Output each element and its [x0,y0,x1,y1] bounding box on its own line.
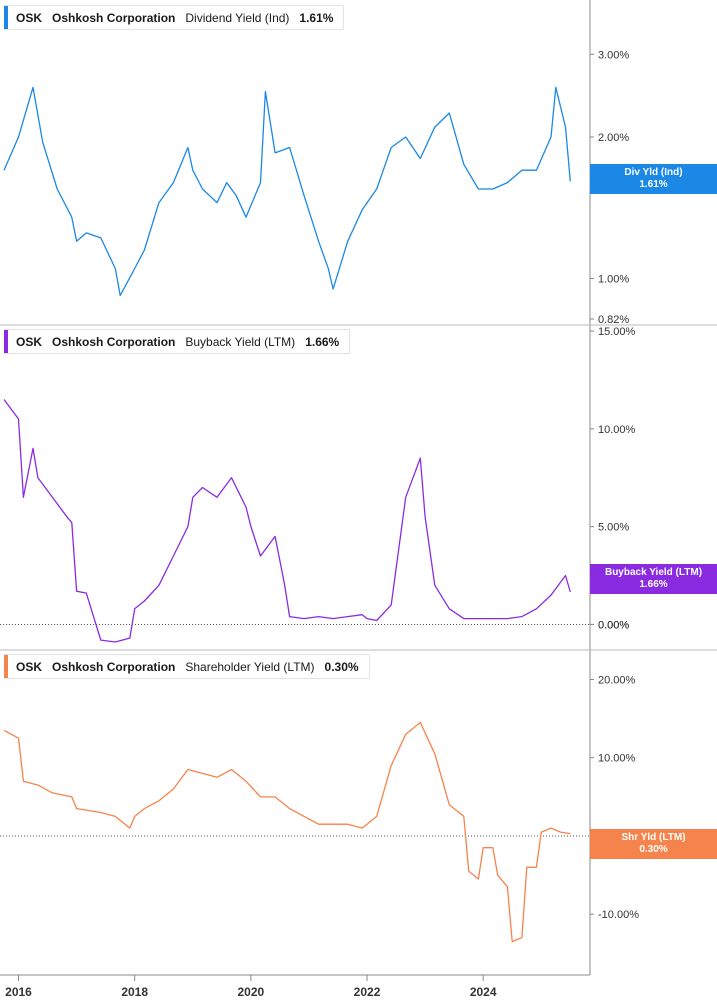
legend-value: 1.66% [305,334,340,349]
buyback-yield-badge: Buyback Yield (LTM) 1.66% [590,564,717,594]
buyback-yield-color-bar [4,330,8,353]
x-tick-label: 2022 [354,985,381,999]
legend-company: Oshkosh Corporation [52,334,176,349]
legend-company: Oshkosh Corporation [52,10,176,25]
legend-value: 0.30% [324,659,359,674]
y-tick-label: 10.00% [598,424,636,436]
y-tick-label: 20.00% [598,674,636,686]
legend-ticker: OSK [16,334,43,349]
legend-metric: Dividend Yield (Ind) [185,10,290,25]
y-tick-label: 0.00% [598,619,629,631]
series-line-1 [3,86,571,297]
legend-ticker: OSK [16,10,43,25]
series-line-2 [3,399,571,643]
y-tick-label: 5.00% [598,522,629,534]
legend-ticker: OSK [16,659,43,674]
y-tick-label: 3.00% [598,49,629,61]
legend-metric: Buyback Yield (LTM) [185,334,296,349]
x-tick-label: 2020 [238,985,265,999]
legend-value: 1.61% [299,10,334,25]
dividend-yield-legend: OSK Oshkosh Corporation Dividend Yield (… [4,5,345,30]
shareholder-yield-color-bar [4,655,8,678]
y-tick-label: 0.00% [598,619,629,631]
badge-value: 0.30% [639,844,668,855]
dividend-yield-color-bar [4,6,8,29]
y-tick-label: 10.00% [598,753,636,765]
x-tick-label: 2024 [470,985,497,999]
badge-value: 1.61% [639,179,668,190]
badge-value: 1.66% [639,579,668,590]
y-tick-label: 0.82% [598,314,629,326]
buyback-yield-legend: OSK Oshkosh Corporation Buyback Yield (L… [4,329,351,354]
x-tick-label: 2016 [5,985,32,999]
legend-company: Oshkosh Corporation [52,659,176,674]
y-tick-label: -10.00% [598,909,639,921]
y-tick-label: 2.00% [598,132,629,144]
shareholder-yield-badge: Shr Yld (LTM) 0.30% [590,829,717,859]
x-tick-label: 2018 [121,985,148,999]
badge-title: Buyback Yield (LTM) [604,567,703,578]
shareholder-yield-legend: OSK Oshkosh Corporation Shareholder Yiel… [4,654,370,679]
y-tick-label: 15.00% [598,326,636,338]
series-line-3 [3,721,571,943]
y-tick-label: 1.00% [598,273,629,285]
badge-title: Div Yld (Ind) [624,167,683,178]
dividend-yield-badge: Div Yld (Ind) 1.61% [590,164,717,194]
badge-title: Shr Yld (LTM) [621,832,686,843]
legend-metric: Shareholder Yield (LTM) [185,659,315,674]
